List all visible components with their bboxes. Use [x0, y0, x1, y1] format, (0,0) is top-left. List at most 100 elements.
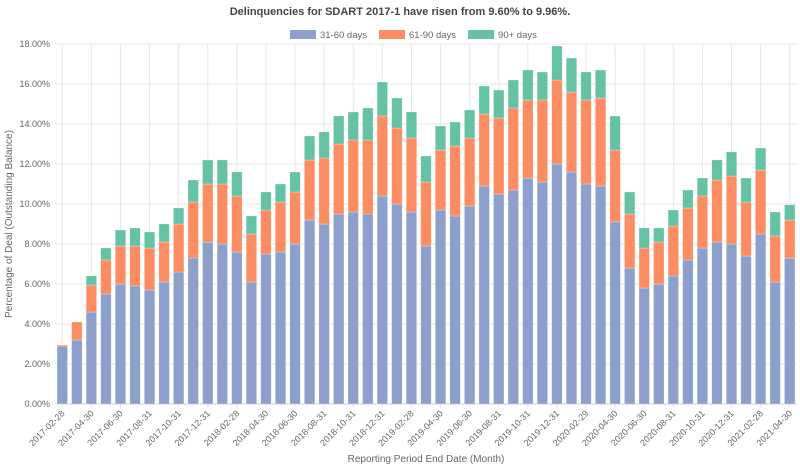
bar-segment-61-90-days: [85, 284, 97, 313]
y-axis-ticks: 0.00% 2.00% 4.00% 6.00% 8.00% 10.00% 12.00% 14.…: [19, 39, 50, 409]
bar-segment-61-90-days: [245, 233, 257, 283]
bar-segment-61-90-days: [609, 149, 621, 223]
bar-segment-90-days: [740, 177, 752, 203]
bar-segment-90-days: [522, 69, 534, 101]
bar-segment-90-days: [245, 215, 257, 235]
y-tick-label: 8.00%: [24, 239, 50, 249]
bar-segment-90-days: [304, 135, 316, 161]
legend-label: 61-90 days: [409, 30, 456, 41]
bar-segment-61-90-days: [696, 195, 708, 249]
bar-segment-61-90-days: [405, 137, 417, 213]
bar-segment-61-90-days: [507, 107, 519, 191]
bar-segment-31-60-days: [129, 285, 141, 405]
bar-segment-31-60-days: [391, 203, 403, 405]
bar-segment-31-60-days: [551, 163, 563, 405]
y-tick-label: 16.00%: [19, 79, 50, 89]
bar-segment-31-60-days: [318, 223, 330, 405]
y-tick-label: 18.00%: [19, 39, 50, 49]
bar-segment-90-days: [784, 204, 796, 221]
bar-segment-61-90-days: [129, 245, 141, 287]
bar-segment-61-90-days: [260, 209, 272, 255]
bar-segment-61-90-days: [202, 183, 214, 243]
bar-segment-61-90-days: [56, 344, 68, 347]
bar-segment-31-60-days: [711, 241, 723, 405]
legend-label: 90+ days: [498, 30, 537, 41]
bar-segment-90-days: [595, 69, 607, 99]
bar-segment-61-90-days: [376, 115, 388, 197]
bar-segment-31-60-days: [289, 243, 301, 405]
bar-segment-61-90-days: [478, 113, 490, 187]
bar-segment-90-days: [216, 159, 228, 185]
bar-segment-61-90-days: [158, 241, 170, 283]
bar-segment-31-60-days: [784, 257, 796, 405]
bar-segment-61-90-days: [216, 183, 228, 245]
bar-segment-31-60-days: [638, 287, 650, 405]
bar-segment-61-90-days: [362, 139, 374, 215]
bar-segment-31-60-days: [245, 281, 257, 405]
bar-segment-61-90-days: [464, 137, 476, 207]
bar-segment-90-days: [435, 125, 447, 151]
bar-segment-90-days: [624, 191, 636, 215]
bar-segment-61-90-days: [435, 149, 447, 211]
bar-segment-90-days: [289, 171, 301, 193]
bar-segment-31-60-days: [231, 251, 243, 405]
bar-segment-31-60-days: [769, 281, 781, 405]
bar-segment-61-90-days: [318, 157, 330, 225]
bar-segment-90-days: [449, 121, 461, 147]
bars: [56, 45, 796, 405]
bar-segment-90-days: [507, 79, 519, 109]
bar-segment-61-90-days: [420, 181, 432, 247]
bar-segment-90-days: [100, 247, 112, 261]
bar-segment-90-days: [391, 97, 403, 129]
bar-segment-61-90-days: [231, 195, 243, 253]
bar-segment-31-60-days: [696, 247, 708, 405]
bar-segment-31-60-days: [173, 271, 185, 405]
bar-segment-31-60-days: [449, 215, 461, 405]
bar-segment-90-days: [769, 211, 781, 237]
bar-segment-31-60-days: [260, 253, 272, 405]
bar-segment-31-60-days: [464, 205, 476, 405]
bar-segment-90-days: [536, 71, 548, 101]
bar-segment-61-90-days: [304, 159, 316, 221]
bar-segment-61-90-days: [347, 139, 359, 213]
bar-segment-31-60-days: [333, 213, 345, 405]
bar-segment-61-90-days: [726, 175, 738, 245]
bar-segment-61-90-days: [522, 99, 534, 179]
bar-segment-31-60-days: [85, 311, 97, 405]
bar-segment-61-90-days: [580, 99, 592, 185]
bar-segment-31-60-days: [216, 243, 228, 405]
bar-segment-90-days: [711, 159, 723, 181]
bar-segment-61-90-days: [275, 201, 286, 253]
y-tick-label: 2.00%: [24, 359, 50, 369]
bar-segment-31-60-days: [566, 171, 577, 405]
bar-segment-31-60-days: [435, 209, 447, 405]
bar-segment-90-days: [173, 207, 185, 225]
bar-segment-90-days: [580, 71, 592, 101]
bar-segment-31-60-days: [667, 275, 679, 405]
bar-segment-90-days: [187, 179, 199, 203]
bar-segment-61-90-days: [333, 143, 345, 215]
bar-segment-90-days: [755, 147, 767, 171]
bar-segment-61-90-days: [493, 117, 505, 195]
bar-segment-90-days: [609, 115, 621, 151]
bar-segment-61-90-days: [595, 97, 607, 187]
legend-label: 31-60 days: [320, 30, 367, 41]
y-tick-label: 0.00%: [24, 399, 50, 409]
bar-segment-31-60-days: [420, 245, 432, 405]
bar-segment-90-days: [464, 109, 476, 139]
bar-segment-31-60-days: [624, 267, 636, 405]
bar-segment-90-days: [405, 111, 417, 139]
bar-segment-61-90-days: [653, 241, 665, 285]
bar-segment-31-60-days: [478, 185, 490, 405]
bar-segment-31-60-days: [376, 195, 388, 405]
bar-segment-61-90-days: [769, 235, 781, 283]
bar-segment-61-90-days: [144, 247, 156, 291]
y-tick-label: 6.00%: [24, 279, 50, 289]
bar-segment-90-days: [275, 183, 286, 203]
bar-segment-90-days: [260, 191, 272, 211]
bar-segment-61-90-days: [755, 169, 767, 235]
chart-title: Delinquencies for SDART 2017-1 have rise…: [230, 6, 571, 18]
bar-segment-90-days: [551, 45, 563, 81]
y-tick-label: 14.00%: [19, 119, 50, 129]
